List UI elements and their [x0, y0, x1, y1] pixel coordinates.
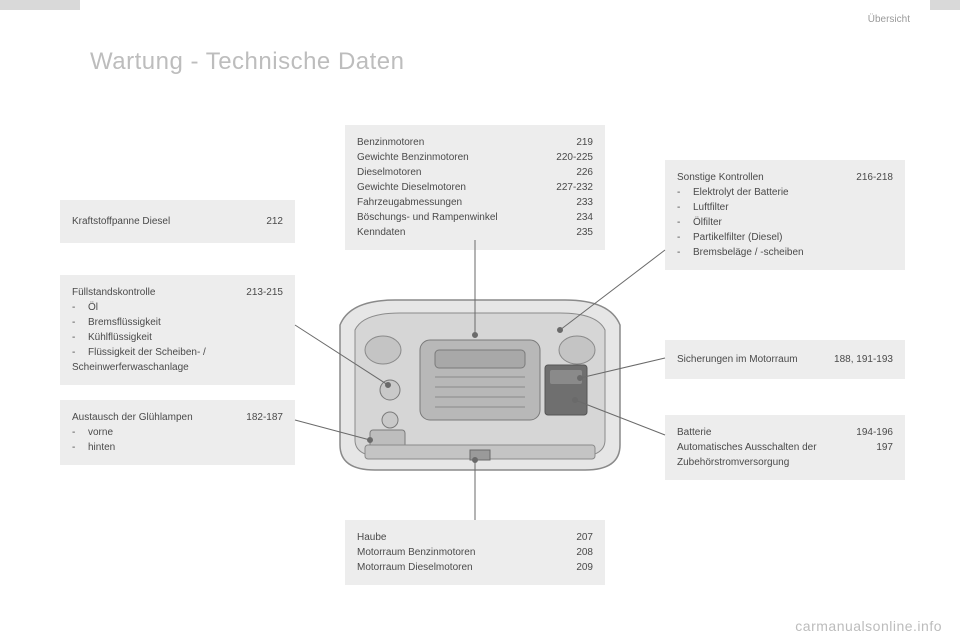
box-other-checks: Sonstige Kontrollen216-218 Elektrolyt de…: [665, 160, 905, 270]
info-row: Haube207: [357, 530, 593, 545]
info-page: 194-196: [848, 425, 893, 440]
info-bullet: Luftfilter: [677, 200, 893, 215]
info-row: Kraftstoffpanne Diesel212: [72, 214, 283, 229]
info-row: Austausch der Glühlampen182-187: [72, 410, 283, 425]
info-row: Dieselmotoren226: [357, 165, 593, 180]
info-label: Dieselmotoren: [357, 165, 568, 180]
info-label: Haube: [357, 530, 568, 545]
info-row: Gewichte Benzinmotoren220-225: [357, 150, 593, 165]
topbar-decoration-right: [930, 0, 960, 10]
info-row: Füllstandskontrolle213-215: [72, 285, 283, 300]
info-page: 213-215: [238, 285, 283, 300]
info-bullet: Bremsflüssigkeit: [72, 315, 283, 330]
info-page: 209: [568, 560, 593, 575]
info-row: Batterie194-196: [677, 425, 893, 440]
info-page: 182-187: [238, 410, 283, 425]
info-label: Motorraum Benzinmotoren: [357, 545, 568, 560]
section-label: Übersicht: [868, 14, 910, 25]
info-bullet: Elektrolyt der Batterie: [677, 185, 893, 200]
info-page: 227-232: [548, 180, 593, 195]
info-row: Böschungs- und Rampenwinkel234: [357, 210, 593, 225]
info-page: 234: [568, 210, 593, 225]
info-page: 219: [568, 135, 593, 150]
engine-bay-illustration: [335, 295, 625, 475]
info-row: Fahrzeugabmessungen233: [357, 195, 593, 210]
info-bullet: hinten: [72, 440, 283, 455]
info-label: Gewichte Benzinmotoren: [357, 150, 548, 165]
info-page: 188, 191-193: [826, 352, 893, 367]
info-page: 197: [868, 440, 893, 470]
info-page: 226: [568, 165, 593, 180]
info-row: Sonstige Kontrollen216-218: [677, 170, 893, 185]
info-label: Fahrzeugabmessungen: [357, 195, 568, 210]
box-hood-engine: Haube207Motorraum Benzinmotoren208Motorr…: [345, 520, 605, 585]
info-bullet: Öl: [72, 300, 283, 315]
info-label: Automatisches Ausschalten der Zubehörstr…: [677, 440, 868, 470]
info-label: Gewichte Dieselmotoren: [357, 180, 548, 195]
info-row: Benzinmotoren219: [357, 135, 593, 150]
info-page: 216-218: [848, 170, 893, 185]
topbar-decoration-left: [0, 0, 80, 10]
info-label: Motorraum Dieselmotoren: [357, 560, 568, 575]
info-row: Sicherungen im Motorraum188, 191-193: [677, 352, 893, 367]
info-label: Kenndaten: [357, 225, 568, 240]
info-bullet: vorne: [72, 425, 283, 440]
info-row: Automatisches Ausschalten der Zubehörstr…: [677, 440, 893, 470]
info-bullet: Ölfilter: [677, 215, 893, 230]
info-page: 212: [258, 214, 283, 229]
info-label: Sonstige Kontrollen: [677, 170, 848, 185]
box-bulb-replacement: Austausch der Glühlampen182-187 vornehin…: [60, 400, 295, 465]
info-label: Batterie: [677, 425, 848, 440]
watermark: carmanualsonline.info: [795, 618, 942, 634]
info-bullet: Partikelfilter (Diesel): [677, 230, 893, 245]
box-fuel-diesel: Kraftstoffpanne Diesel212: [60, 200, 295, 243]
info-row: Motorraum Dieselmotoren209: [357, 560, 593, 575]
info-row: Gewichte Dieselmotoren227-232: [357, 180, 593, 195]
info-page: 208: [568, 545, 593, 560]
box-technical-data: Benzinmotoren219Gewichte Benzinmotoren22…: [345, 125, 605, 250]
info-page: 207: [568, 530, 593, 545]
info-label: Benzinmotoren: [357, 135, 568, 150]
info-row: Kenndaten235: [357, 225, 593, 240]
info-page: 235: [568, 225, 593, 240]
box-battery: Batterie194-196Automatisches Ausschalten…: [665, 415, 905, 480]
info-row: Motorraum Benzinmotoren208: [357, 545, 593, 560]
box-level-check: Füllstandskontrolle213-215 ÖlBremsflüssi…: [60, 275, 295, 385]
info-bullet: Bremsbeläge / -scheiben: [677, 245, 893, 260]
info-bullet: Kühlflüssigkeit: [72, 330, 283, 345]
info-label: Füllstandskontrolle: [72, 285, 238, 300]
info-bullet: Flüssigkeit der Scheiben- / Scheinwerfer…: [72, 345, 283, 375]
info-page: 233: [568, 195, 593, 210]
box-fuses: Sicherungen im Motorraum188, 191-193: [665, 340, 905, 379]
info-label: Böschungs- und Rampenwinkel: [357, 210, 568, 225]
info-page: 220-225: [548, 150, 593, 165]
info-label: Austausch der Glühlampen: [72, 410, 238, 425]
page-title: Wartung - Technische Daten: [90, 48, 405, 76]
info-label: Sicherungen im Motorraum: [677, 352, 826, 367]
info-label: Kraftstoffpanne Diesel: [72, 214, 258, 229]
